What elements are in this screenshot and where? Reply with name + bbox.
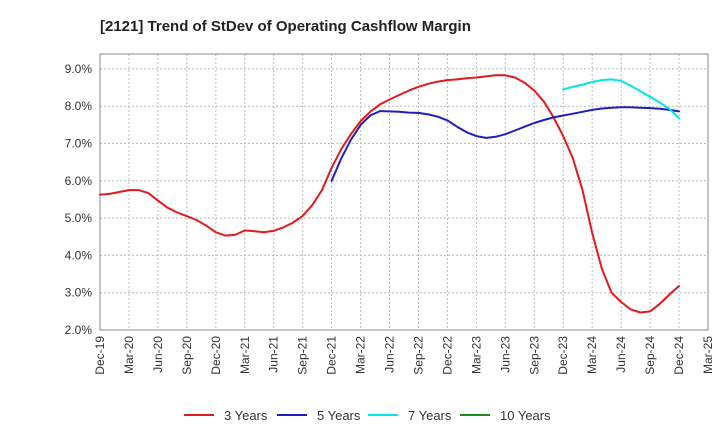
chart-title: [2121] Trend of StDev of Operating Cashf… [100, 18, 471, 35]
legend-label-2: 7 Years [408, 408, 452, 423]
x-axis-ticks: Dec-19 Mar-20 Jun-20 Sep-20 Dec-20 Mar-21 Jun-… [93, 336, 715, 375]
x-tick-label: Sep-23 [527, 336, 541, 375]
x-tick-label: Sep-24 [643, 336, 657, 375]
x-tick-label: Dec-24 [672, 336, 686, 375]
x-tick-label: Sep-20 [180, 336, 194, 375]
x-tick-label: Dec-21 [325, 336, 339, 375]
x-tick-label: Sep-22 [411, 336, 425, 375]
x-tick-label: Mar-20 [122, 336, 136, 374]
grid [100, 54, 708, 331]
x-tick-label: Jun-23 [498, 336, 512, 373]
series-line-2 [562, 78, 680, 120]
plot-area [99, 53, 709, 331]
y-tick-label: 4.0% [65, 248, 93, 262]
y-tick-label: 5.0% [65, 211, 93, 225]
x-tick-label: Dec-19 [93, 336, 107, 375]
y-tick-label: 6.0% [65, 174, 93, 188]
x-tick-label: Dec-23 [556, 336, 570, 375]
y-tick-label: 2.0% [65, 323, 93, 337]
y-tick-label: 8.0% [65, 99, 93, 113]
x-tick-label: Dec-20 [209, 336, 223, 375]
legend-label-0: 3 Years [224, 408, 268, 423]
y-axis-ticks: 2.0% 3.0% 4.0% 5.0% 6.0% 7.0% 8.0% 9.0% [65, 62, 93, 337]
series-lines [99, 74, 680, 314]
x-tick-label: Dec-22 [440, 336, 454, 375]
legend: 3 Years 5 Years 7 Years 10 Years [184, 408, 551, 423]
x-tick-label: Jun-20 [151, 336, 165, 373]
x-tick-label: Mar-25 [701, 336, 715, 374]
legend-label-3: 10 Years [500, 408, 551, 423]
x-tick-label: Mar-22 [354, 336, 368, 374]
x-tick-label: Mar-24 [585, 336, 599, 374]
x-tick-label: Mar-23 [469, 336, 483, 374]
x-tick-label: Sep-21 [296, 336, 310, 375]
y-tick-label: 7.0% [65, 137, 93, 151]
series-line-1 [330, 106, 680, 182]
x-tick-label: Jun-21 [267, 336, 281, 373]
legend-label-1: 5 Years [317, 408, 361, 423]
x-tick-label: Jun-22 [383, 336, 397, 373]
x-tick-label: Mar-21 [238, 336, 252, 374]
series-line-0 [99, 74, 680, 314]
y-tick-label: 3.0% [65, 286, 93, 300]
x-tick-label: Jun-24 [614, 336, 628, 373]
y-tick-label: 9.0% [65, 62, 93, 76]
